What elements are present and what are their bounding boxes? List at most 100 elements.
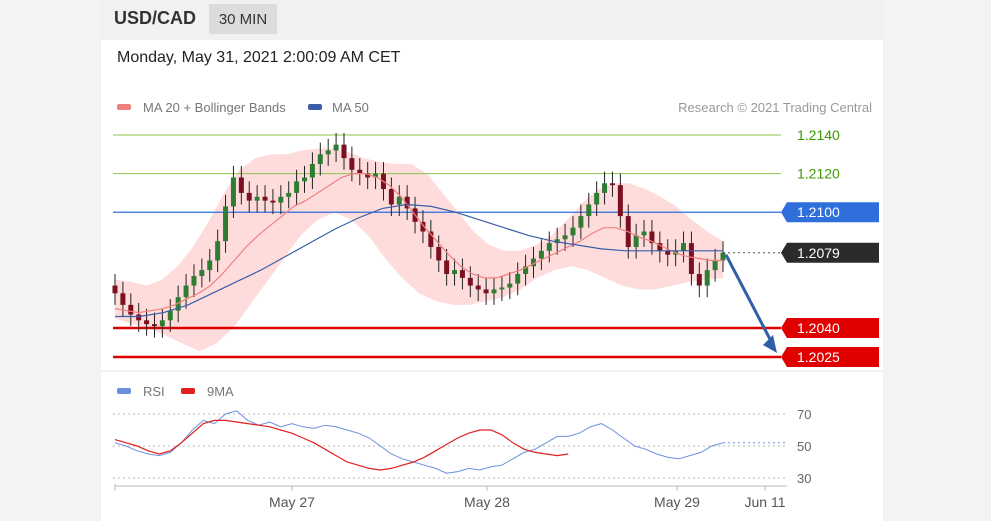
ma50-legend-label: MA 50 <box>332 100 369 115</box>
candle-body <box>136 314 142 321</box>
candle-body <box>538 250 544 259</box>
price-chart: MA 20 + Bollinger Bands MA 50 Research ©… <box>101 100 883 510</box>
candle-body <box>436 246 442 261</box>
candle-body <box>199 270 205 276</box>
candle-body <box>254 196 260 201</box>
candle-body <box>183 285 189 298</box>
candle-body <box>475 285 481 290</box>
chart-card: USD/CAD 30 MIN Monday, May 31, 2021 2:00… <box>101 0 883 521</box>
candle-body <box>467 277 473 286</box>
candle-body <box>207 260 213 271</box>
candle-body <box>554 239 560 244</box>
copyright-label: Research © 2021 Trading Central <box>678 100 872 115</box>
candle-body <box>357 169 363 174</box>
candle-body <box>530 258 536 267</box>
candle-body <box>404 196 410 209</box>
candle-body <box>704 270 710 286</box>
candle-body <box>230 177 236 207</box>
candle-body <box>317 154 323 164</box>
bollinger-band-area <box>115 148 723 352</box>
candle-body <box>452 270 458 274</box>
candle-body <box>688 243 694 274</box>
candle-body <box>491 289 497 294</box>
candle-body <box>428 231 434 247</box>
ma20-legend-swatch <box>117 104 131 110</box>
x-axis-tick-label: May 29 <box>654 494 700 510</box>
candle-body <box>515 273 521 284</box>
candle-body <box>696 273 702 286</box>
ma9-line <box>114 419 569 471</box>
candle-body <box>499 287 505 290</box>
level-tag-last <box>781 242 879 263</box>
candle-body <box>594 192 600 205</box>
candle-body <box>523 266 529 274</box>
candle-body <box>151 324 157 327</box>
candle-body <box>144 320 150 325</box>
candle-body <box>602 183 608 193</box>
ma20-legend-label: MA 20 + Bollinger Bands <box>143 100 286 115</box>
rsi-line <box>114 410 724 474</box>
candle-body <box>546 243 552 251</box>
candle-body <box>309 163 315 178</box>
candle-body <box>570 227 576 236</box>
candle-body <box>175 297 181 311</box>
candle-body <box>215 241 221 261</box>
candle-body <box>586 204 592 217</box>
level-tag-support <box>781 347 879 367</box>
interval-selector[interactable]: 30 MIN <box>209 4 277 34</box>
level-tag-support <box>781 318 879 339</box>
candle-body <box>388 189 394 205</box>
candle-body <box>681 243 687 251</box>
candle-body <box>341 144 347 159</box>
candle-body <box>191 275 197 286</box>
level-label-resistance: 1.2120 <box>797 166 840 182</box>
candle-body <box>128 304 134 315</box>
candle-body <box>483 289 489 294</box>
candle-body <box>325 150 331 155</box>
x-axis-tick-label: Jun 11 <box>745 494 786 510</box>
candle-body <box>641 231 647 236</box>
candle-body <box>657 243 663 251</box>
candle-body <box>712 260 718 271</box>
level-label-support: 1.2025 <box>797 349 840 365</box>
candle-body <box>159 320 165 327</box>
candle-body <box>349 158 355 170</box>
forecast-arrow-head <box>763 335 777 353</box>
candle-body <box>167 310 173 321</box>
candle-body <box>665 250 671 255</box>
timestamp-label: Monday, May 31, 2021 2:00:09 AM CET <box>117 49 401 66</box>
candle-body <box>302 177 308 182</box>
level-label-resistance: 1.2140 <box>797 127 840 143</box>
ma50-legend-swatch <box>308 104 322 110</box>
candle-body <box>459 270 465 278</box>
ma50-line <box>115 203 723 318</box>
candle-body <box>562 235 568 240</box>
candle-body <box>286 192 292 197</box>
rsi-tick-label: 50 <box>797 439 811 454</box>
rsi-legend-label: RSI <box>143 384 165 399</box>
ma9-legend-swatch <box>181 388 195 394</box>
candle-body <box>294 181 300 193</box>
candle-body <box>617 185 623 217</box>
ma20-line <box>114 173 723 314</box>
candle-body <box>365 173 371 178</box>
level-tag-pivot <box>781 202 879 223</box>
forecast-arrow-shaft <box>724 254 775 346</box>
candle-body <box>333 144 339 151</box>
candle-body <box>578 216 584 228</box>
candle-body <box>609 183 615 186</box>
candle-body <box>507 283 513 288</box>
x-axis-tick-label: May 27 <box>269 494 315 510</box>
level-label-support: 1.2040 <box>797 320 840 336</box>
candle-body <box>444 260 450 274</box>
x-axis-tick-label: May 28 <box>464 494 510 510</box>
candle-body <box>649 231 655 244</box>
candle-body <box>373 173 379 178</box>
rsi-legend-swatch <box>117 388 131 394</box>
rsi-tick-label: 30 <box>797 471 811 486</box>
rsi-tick-label: 70 <box>797 407 811 422</box>
candle-body <box>278 196 284 203</box>
candle-body <box>112 285 118 294</box>
candle-body <box>396 196 402 205</box>
candle-body <box>270 200 276 203</box>
